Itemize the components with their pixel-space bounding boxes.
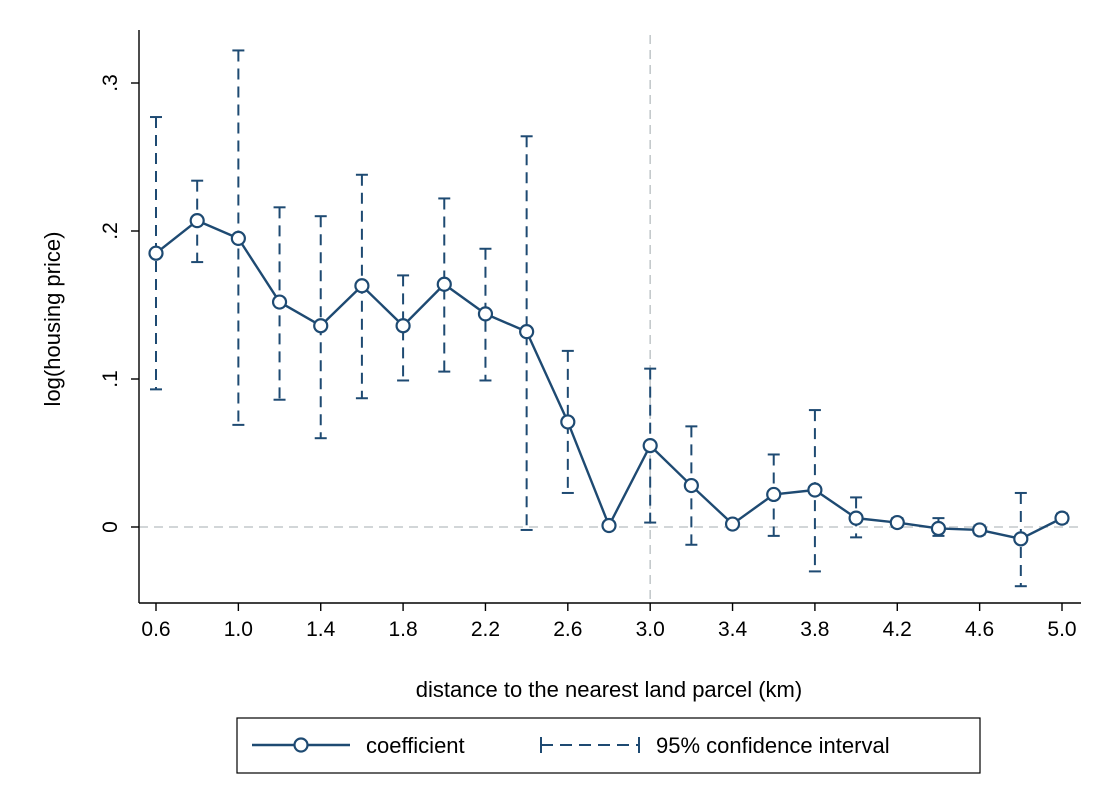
x-tick-label: 2.6 [553,618,582,641]
coefficient-line [155,219,1063,541]
x-tick-label: 1.4 [306,618,336,641]
coefficient-point [766,486,782,503]
y-tick-label: .2 [99,222,122,240]
coefficient-point [930,520,947,537]
x-tick-label: 3.0 [636,618,665,641]
coefficient-point [519,324,535,340]
coefficient-point [889,514,905,531]
coefficient-point [724,516,741,532]
coefficient-point [642,438,658,454]
coefficient-point [313,318,329,334]
x-tick-label: 4.6 [965,618,994,641]
x-axis-title: distance to the nearest land parcel (km) [416,677,802,702]
y-tick-label: 0 [99,521,122,533]
legend-label-coefficient: coefficient [366,733,465,758]
legend: coefficient 95% confidence interval [236,717,981,774]
coefficient-point [189,213,205,229]
coefficient-series [148,213,1070,547]
coefficient-point [230,230,246,246]
coefficient-point [354,278,370,294]
x-tick-label: 1.0 [224,618,253,641]
coefficient-point [848,510,864,526]
coefficient-point [477,306,494,322]
axes [138,30,1081,604]
coefficient-point [560,414,576,430]
y-tick-label: .3 [99,74,122,92]
coefficient-point [436,276,452,292]
coefficient-point [1054,510,1070,526]
x-tick-label: 0.6 [141,618,170,641]
x-tick-label: 4.2 [883,618,912,641]
coefficient-point [1013,531,1029,547]
confidence-intervals [150,49,1068,588]
coefficient-point [807,482,823,498]
legend-label-ci: 95% confidence interval [656,733,890,758]
coefficient-point [148,245,164,261]
x-tick-label: 1.8 [388,618,417,641]
y-tick-label: .1 [99,370,122,388]
coefficient-point [972,522,988,538]
coefficient-point [683,477,699,494]
legend-swatch-coefficient-marker [293,737,309,753]
coefficient-point [271,294,288,310]
x-tick-label: 3.4 [718,618,748,641]
coefficient-point [395,318,411,334]
x-tick-label: 2.2 [471,618,500,641]
tick-marks: 0.6 1.0 1.4 1.8 2.2 2.6 3.0 3.4 3.8 4.2 4.6 5.0 0 .1.… [99,74,1077,641]
x-tick-label: 3.8 [800,618,829,641]
x-tick-label: 5.0 [1047,618,1076,641]
y-axis-title: log(housing price) [40,232,65,407]
coefficient-point [601,517,617,534]
